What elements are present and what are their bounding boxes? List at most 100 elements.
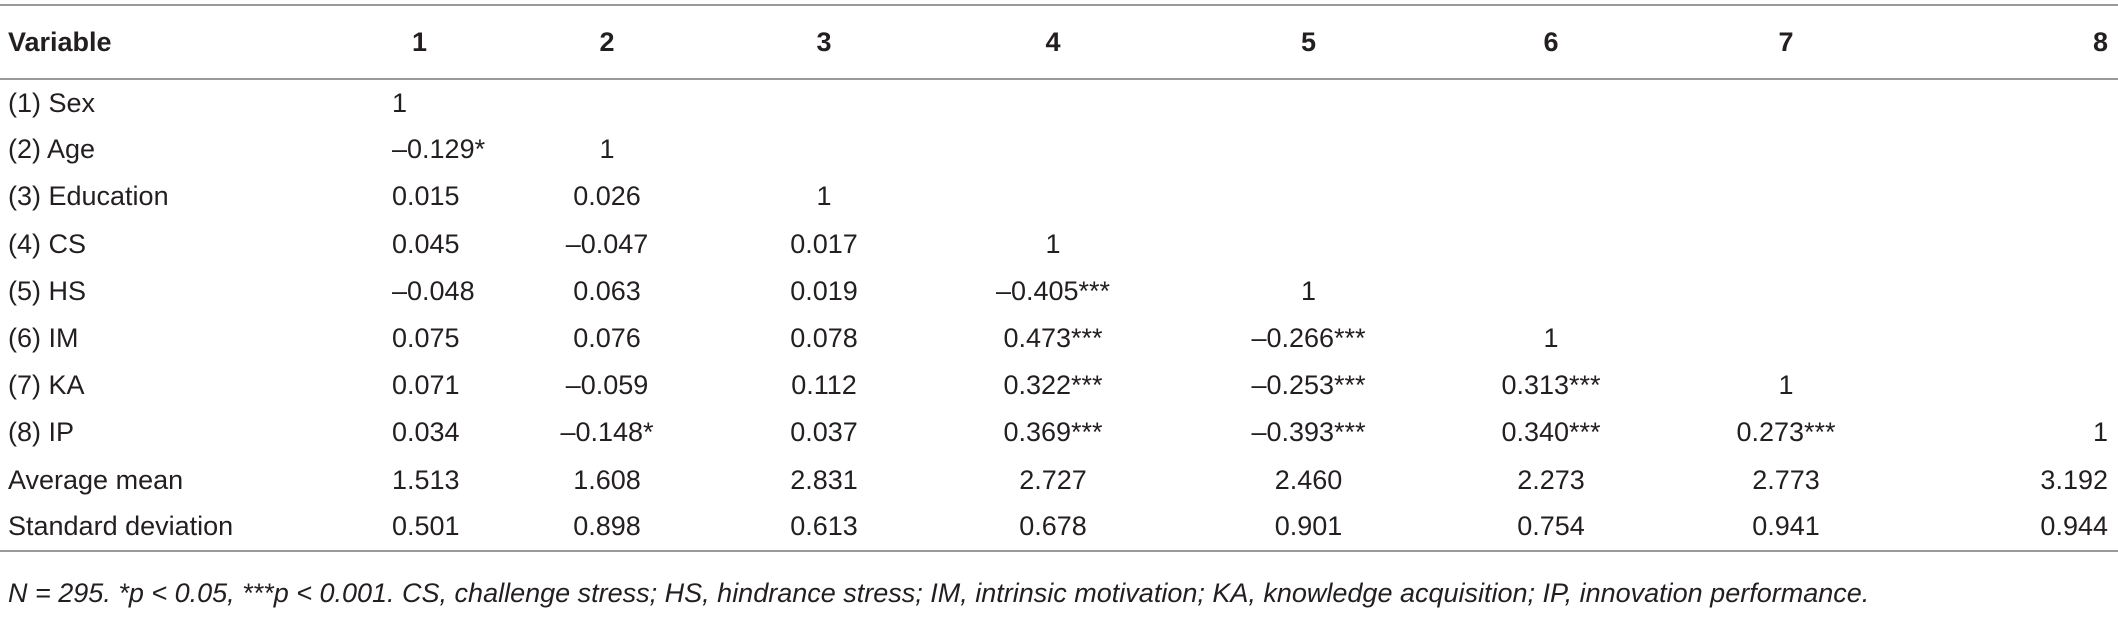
table-cell: 0.313*** (1501, 370, 1601, 401)
table-cell: 1 (392, 87, 408, 118)
table-cell (1435, 221, 1667, 268)
table-cell: 1 (1543, 323, 1559, 354)
table-cell (1435, 173, 1667, 220)
table-cell (1667, 126, 1905, 173)
table-cell (1435, 126, 1667, 173)
table-cell: 2.773 (1752, 464, 1820, 495)
header-col-5: 5 (1182, 4, 1435, 80)
header-col-1: 1 (360, 4, 490, 80)
table-cell: –0.047 (565, 228, 649, 259)
table-cell (924, 173, 1182, 220)
table-cell: 0.071 (392, 370, 460, 401)
table-cell (1667, 173, 1905, 220)
table-note: N = 295. *p < 0.05, ***p < 0.001. CS, ch… (8, 578, 1870, 608)
table-cell (1435, 268, 1667, 315)
table-cell (1667, 221, 1905, 268)
table-row: (2) Age –0.129* 1 (0, 126, 2118, 173)
row-label: (4) CS (8, 228, 87, 259)
table-cell (1905, 268, 2118, 315)
correlation-table: Variable 1 2 3 4 5 6 7 8 (1) Sex 1 (2) Age –0.129* 1… (0, 4, 2118, 552)
table-cell (1905, 315, 2118, 362)
table-cell: 0.941 (1667, 503, 1905, 552)
table-cell: 0.017 (790, 228, 858, 259)
table-row: (8) IP 0.034 –0.148* 0.037 0.369*** –0.393***… (0, 409, 2118, 456)
table-cell: 0.034 (392, 417, 460, 448)
table-cell (1667, 268, 1905, 315)
table-header: Variable 1 2 3 4 5 6 7 8 (0, 4, 2118, 80)
table-row: Standard deviation 0.501 0.898 0.613 0.678 0.… (0, 503, 2118, 552)
table-cell (1182, 173, 1435, 220)
table-cell: 2.460 (1274, 464, 1343, 495)
table-row: (3) Education 0.015 0.026 1 (0, 173, 2118, 220)
table-cell: –0.148* (560, 417, 654, 448)
table-cell: –0.059 (565, 370, 649, 401)
table-cell: 0.015 (392, 181, 460, 212)
table-cell (1435, 79, 1667, 126)
header-col-2: 2 (490, 4, 724, 80)
row-label: (7) KA (8, 370, 85, 401)
table-cell: 0.026 (573, 181, 641, 212)
row-label: (6) IM (8, 323, 79, 354)
table-cell: –0.266*** (1251, 323, 1366, 354)
table-cell: 0.678 (924, 503, 1182, 552)
table-cell: 2.727 (1019, 464, 1087, 495)
table-cell (1182, 221, 1435, 268)
table-cell: 0.340*** (1501, 417, 1601, 448)
table-cell (1667, 315, 1905, 362)
row-label: (1) Sex (8, 87, 96, 118)
table-cell: 0.112 (791, 370, 857, 401)
table-row: (5) HS –0.048 0.063 0.019 –0.405*** 1 (0, 268, 2118, 315)
table-cell: 0.901 (1182, 503, 1435, 552)
table-cell: 1.513 (392, 464, 460, 495)
table-cell: 0.944 (1905, 503, 2118, 552)
row-label: Standard deviation (0, 503, 360, 552)
table-cell (924, 126, 1182, 173)
header-col-3: 3 (724, 4, 924, 80)
header-col-7: 7 (1667, 4, 1905, 80)
table-row: (6) IM 0.075 0.076 0.078 0.473*** –0.266*** 1 (0, 315, 2118, 362)
row-label: (3) Education (8, 181, 169, 212)
table-cell: 0.369*** (1003, 417, 1103, 448)
row-label: Average mean (8, 464, 184, 495)
header-col-8: 8 (1905, 4, 2118, 80)
table-cell (1182, 126, 1435, 173)
table-cell: 0.075 (392, 323, 460, 354)
row-label: (5) HS (8, 275, 87, 306)
table-row: Average mean 1.513 1.608 2.831 2.727 2.460 2.2… (0, 457, 2118, 504)
header-variable: Variable (0, 4, 360, 80)
table-cell: 0.322*** (1003, 370, 1103, 401)
table-cell: –0.048 (392, 275, 475, 306)
table-cell: 0.473*** (1003, 323, 1103, 354)
table-cell: 0.037 (790, 417, 858, 448)
table-cell: 1 (599, 134, 615, 165)
table-cell: 0.019 (790, 275, 858, 306)
table-cell (924, 79, 1182, 126)
table-cell: 1 (1778, 370, 1794, 401)
table-cell: 0.501 (360, 503, 490, 552)
row-label: (2) Age (8, 134, 96, 165)
table-cell: 1 (1300, 275, 1317, 306)
table-row: (4) CS 0.045 –0.047 0.017 1 (0, 221, 2118, 268)
table-cell: 0.898 (490, 503, 724, 552)
table-cell (490, 79, 724, 126)
table-cell (724, 79, 924, 126)
table-cell: 0.063 (573, 275, 641, 306)
table-cell: 0.045 (392, 228, 460, 259)
table-cell: 0.273*** (1736, 417, 1836, 448)
table-cell: 3.192 (2040, 464, 2108, 495)
table-cell (1905, 79, 2118, 126)
table-cell: 2.273 (1517, 464, 1585, 495)
header-row: Variable 1 2 3 4 5 6 7 8 (0, 4, 2118, 80)
table-cell: 2.831 (790, 464, 858, 495)
table-cell (1667, 79, 1905, 126)
table-cell: 0.754 (1435, 503, 1667, 552)
table-cell (1905, 173, 2118, 220)
table-body: (1) Sex 1 (2) Age –0.129* 1 (3) Education 0.01… (0, 79, 2118, 552)
table-cell: –0.405*** (995, 275, 1111, 306)
table-cell: –0.253*** (1251, 370, 1366, 401)
table-cell: 1 (1045, 228, 1061, 259)
table-cell (1905, 362, 2118, 409)
table-cell (724, 126, 924, 173)
table-cell: 1.608 (573, 464, 641, 495)
